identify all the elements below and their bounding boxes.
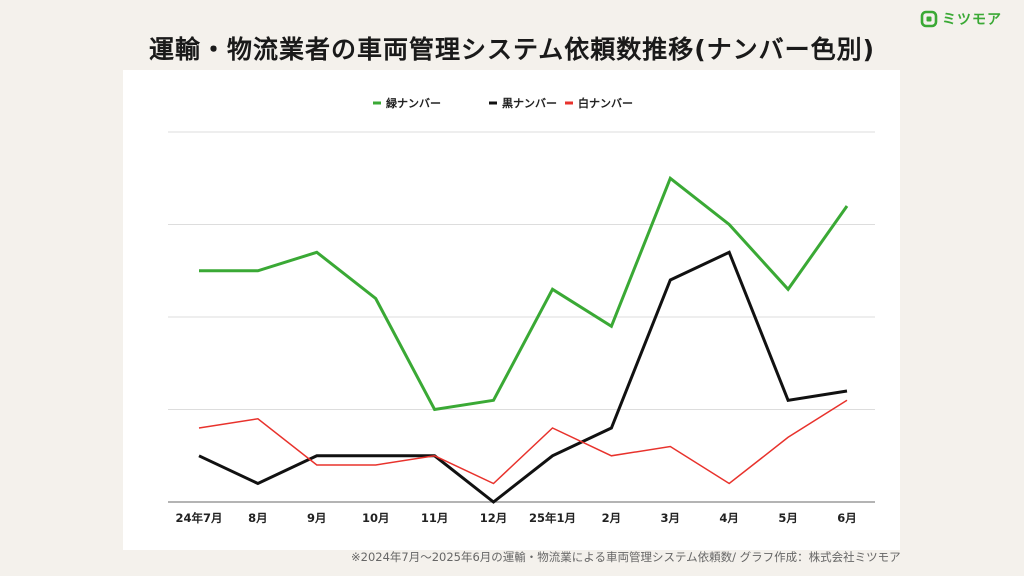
x-tick-label: 24年7月 — [175, 511, 222, 525]
legend-label: 黒ナンバー — [502, 97, 557, 110]
brand-logo: ミツモア — [920, 8, 1002, 30]
x-tick-label: 3月 — [661, 511, 681, 525]
chart-panel: 緑ナンバー 黒ナンバー 白ナンバー 24年7月 8月 9月 10月 11月 12月 25年1月 2… — [123, 70, 900, 550]
legend: 緑ナンバー 黒ナンバー 白ナンバー — [373, 96, 633, 110]
x-tick-label: 11月 — [421, 511, 449, 525]
line-chart: 緑ナンバー 黒ナンバー 白ナンバー 24年7月 8月 9月 10月 11月 12月 25年1月 2… — [168, 96, 875, 525]
x-tick-label: 25年1月 — [529, 511, 576, 525]
series-lines — [198, 175, 849, 504]
x-tick-label: 9月 — [307, 511, 327, 525]
x-tick-label: 5月 — [778, 511, 798, 525]
series-line — [198, 250, 848, 504]
legend-label: 緑ナンバー — [386, 96, 441, 110]
x-tick-label: 12月 — [480, 511, 508, 525]
source-footnote: ※2024年7月～2025年6月の運輸・物流業による車両管理システム依頼数/ グ… — [351, 550, 901, 564]
x-tick-label: 2月 — [602, 511, 622, 525]
legend-label: 白ナンバー — [578, 96, 633, 110]
series-line — [199, 175, 849, 412]
series-line — [198, 399, 848, 485]
brand-name: ミツモア — [942, 12, 1002, 28]
brand-logo-icon — [920, 10, 938, 28]
x-tick-label: 6月 — [837, 511, 857, 525]
x-tick-label: 8月 — [248, 511, 268, 525]
page-title: 運輸・物流業者の車両管理システム依頼数推移(ナンバー色別) — [148, 35, 876, 64]
x-tick-label: 4月 — [719, 511, 739, 525]
x-tick-label: 10月 — [362, 511, 390, 525]
x-axis-tick-labels: 24年7月 8月 9月 10月 11月 12月 25年1月 2月 3月 4月 5月 6月 — [175, 511, 856, 525]
grid-lines — [168, 131, 875, 503]
